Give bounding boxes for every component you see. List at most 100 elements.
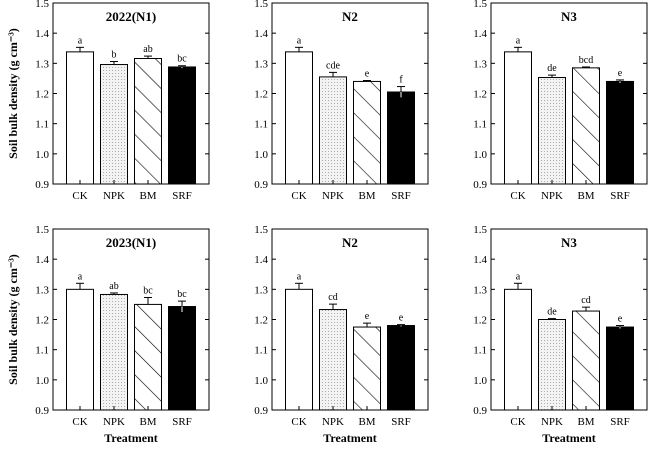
panel-2-xtick-label-npk: NPK <box>322 190 344 202</box>
panel-5-ytick-label: 1.5 <box>254 224 268 236</box>
panel-5-sig-label-srf: e <box>399 313 404 324</box>
panel-2-sig-label-ck: a <box>297 35 302 46</box>
panel-6-xtick-label-npk: NPK <box>541 416 563 428</box>
panel-6-frame <box>490 228 648 411</box>
panel-5-sig-label-npk: cd <box>328 292 337 303</box>
panel-5-xlabel: Treatment <box>323 431 377 444</box>
panel-2-ytick-label: 0.9 <box>254 179 268 191</box>
panel-5-bar-ck <box>285 288 313 411</box>
panel-3-ytick-label: 1.2 <box>473 89 487 101</box>
panel-3-bar-bm <box>572 67 600 185</box>
panel-4-bar-bm <box>134 303 162 411</box>
panel-6-bar-bm <box>572 310 600 411</box>
panel-5-xtick-label-npk: NPK <box>322 416 344 428</box>
panel-1-sig-label-bm: ab <box>143 44 152 55</box>
panel-2-ytick-label: 1.1 <box>254 119 268 131</box>
panel-4-ylabel: Soil bulk density (g cm⁻³) <box>6 254 20 385</box>
panel-4-sig-label-srf: bc <box>177 289 187 300</box>
panel-5-sig-label-bm: e <box>365 311 370 322</box>
panel-6-ytick-label: 1.2 <box>473 315 487 327</box>
panel-4-xtick-label-npk: NPK <box>103 416 125 428</box>
panel-1-xtick-label-bm: BM <box>139 190 156 202</box>
panel-6-ytick-label: 1.5 <box>473 224 487 236</box>
panel-2-xtick-label-ck: CK <box>291 190 306 202</box>
panel-3-xtick-label-npk: NPK <box>541 190 563 202</box>
panel-1-ytick-label: 1.0 <box>35 149 49 161</box>
panel-6-sig-label-bm: cd <box>581 295 590 306</box>
panel-3-bar-ck <box>504 51 532 185</box>
panel-3-title: N3 <box>561 9 577 24</box>
panel-6-ytick-label: 1.0 <box>473 375 487 387</box>
panel-3-ytick-label: 1.1 <box>473 119 487 131</box>
panel-5-bar-bm <box>353 326 381 411</box>
panel-4-title: 2023(N1) <box>106 235 157 250</box>
panel-5-ytick-label: 0.9 <box>254 405 268 417</box>
panel-1-sig-label-srf: bc <box>177 54 187 65</box>
panel-2-xtick-label-srf: SRF <box>391 190 411 202</box>
panel-1-title: 2022(N1) <box>106 9 157 24</box>
panel-2-xtick-label-bm: BM <box>358 190 375 202</box>
panel-6-bar-npk <box>538 319 566 411</box>
panel-2-sig-label-bm: e <box>365 69 370 80</box>
panel-4-sig-label-npk: ab <box>109 281 118 292</box>
panel-3-sig-label-bm: bcd <box>579 55 593 66</box>
panel-5-bar-srf <box>387 325 415 411</box>
panel-2-title: N2 <box>342 9 358 24</box>
panel-1-ytick-label: 1.5 <box>35 0 49 10</box>
panel-6-ytick-label: 0.9 <box>473 405 487 417</box>
panel-4-xtick-label-ck: CK <box>72 416 87 428</box>
panel-3-xtick-label-ck: CK <box>510 190 525 202</box>
panel-6-ytick-label: 1.4 <box>473 254 487 266</box>
panel-5-sig-label-ck: a <box>297 271 302 282</box>
panel-1-sig-label-ck: a <box>78 35 83 46</box>
panel-4-ytick-label: 0.9 <box>35 405 49 417</box>
panel-4-ytick-label: 1.4 <box>35 254 49 266</box>
panel-4-bar-srf <box>168 306 196 411</box>
panel-5-xtick-label-ck: CK <box>291 416 306 428</box>
panel-5-ytick-label: 1.3 <box>254 284 268 296</box>
panel-1-ytick-label: 1.1 <box>35 119 49 131</box>
panel-2-sig-label-npk: cde <box>326 60 340 71</box>
panel-4-sig-label-bm: bc <box>143 285 153 296</box>
panel-4-sig-label-ck: a <box>78 271 83 282</box>
panel-1-bar-bm <box>134 58 162 185</box>
panel-1-bar-ck <box>66 51 94 185</box>
panel-1-ytick-label: 1.3 <box>35 58 49 70</box>
panel-6-bar-srf <box>606 326 634 411</box>
panel-3-sig-label-npk: de <box>547 63 557 74</box>
panel-2-ytick-label: 1.0 <box>254 149 268 161</box>
panel-1-sig-label-npk: b <box>112 50 117 61</box>
panel-3-ytick-label: 1.3 <box>473 58 487 70</box>
panel-6-title: N3 <box>561 235 577 250</box>
panel-6-xtick-label-ck: CK <box>510 416 525 428</box>
panel-4-ytick-label: 1.2 <box>35 315 49 327</box>
panel-6-sig-label-ck: a <box>516 271 521 282</box>
panel-6-ytick-label: 1.3 <box>473 284 487 296</box>
panel-4-ytick-label: 1.0 <box>35 375 49 387</box>
panel-1-ytick-label: 1.4 <box>35 28 49 40</box>
panel-2-bar-bm <box>353 80 381 185</box>
panel-4-xtick-label-srf: SRF <box>172 416 192 428</box>
panel-6-ytick-label: 1.1 <box>473 345 487 357</box>
panel-4-ytick-label: 1.1 <box>35 345 49 357</box>
panel-3-ytick-label: 0.9 <box>473 179 487 191</box>
panel-1-ytick-label: 1.2 <box>35 89 49 101</box>
panel-3-ytick-label: 1.4 <box>473 28 487 40</box>
panel-6-xlabel: Treatment <box>542 431 596 444</box>
panel-2-bar-ck <box>285 51 313 185</box>
panel-1-frame <box>52 2 210 185</box>
panel-5-ytick-label: 1.2 <box>254 315 268 327</box>
panel-2-ytick-label: 1.5 <box>254 0 268 10</box>
panel-1-bar-npk <box>100 64 128 185</box>
panel-6-sig-label-npk: de <box>547 307 557 318</box>
panel-6-sig-label-srf: e <box>618 314 623 325</box>
panel-3-bar-srf <box>606 80 634 185</box>
panel-3-xtick-label-srf: SRF <box>610 190 630 202</box>
panel-6-bar-ck <box>504 288 532 411</box>
panel-2-bar-npk <box>319 76 347 185</box>
panel-2-ytick-label: 1.3 <box>254 58 268 70</box>
panel-1-bar-srf <box>168 66 196 185</box>
panel-5-xtick-label-bm: BM <box>358 416 375 428</box>
panel-1-xtick-label-srf: SRF <box>172 190 192 202</box>
